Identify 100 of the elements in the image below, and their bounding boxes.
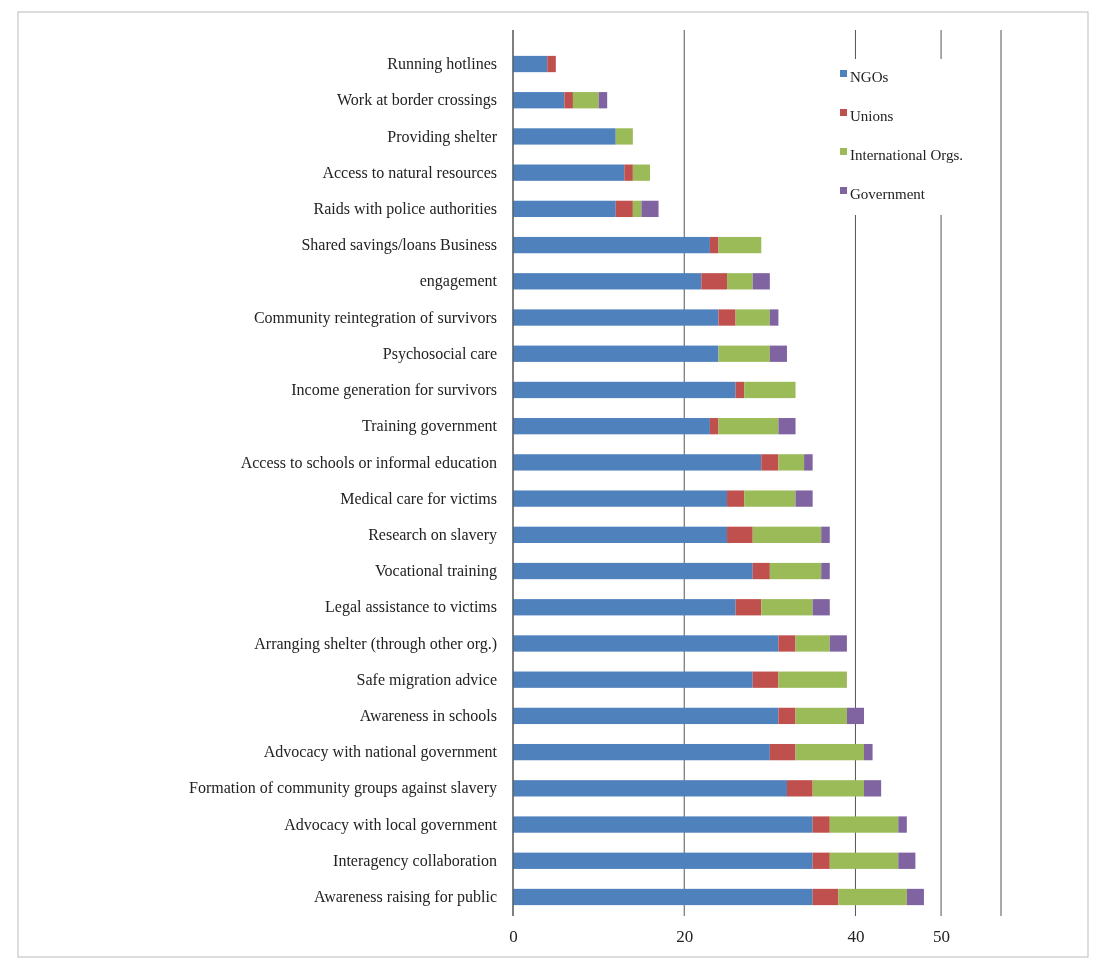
y-tick-label: Income generation for survivors [291,381,497,400]
bar [615,128,633,145]
bar [718,236,762,254]
bar [752,526,822,543]
bar [752,273,770,290]
bar [513,55,548,73]
bar [513,92,565,109]
bar [709,236,719,254]
bar [598,92,608,109]
bar [829,635,847,652]
bar [735,309,770,326]
bar [727,273,753,290]
bar [778,454,805,471]
bar [821,562,830,580]
y-tick-label: Access to schools or informal education [240,453,497,471]
bar [735,381,745,399]
bar [864,743,873,761]
y-tick-label: Providing shelter [387,127,498,146]
bar [513,888,813,906]
bar [632,164,650,181]
y-tick-label: Access to natural resources [322,163,497,181]
x-tick-label: 40 [847,927,865,947]
y-tick-label: Community reintegration of survivors [253,308,497,327]
y-tick-label: Raids with police authorities [313,200,497,218]
y-tick-label: Advocacy with national government [263,743,498,762]
bar [838,888,907,906]
legend-label: Unions [850,108,894,125]
y-tick-label: Awareness raising for public [314,888,497,907]
bar [513,381,736,399]
bar [624,164,633,181]
bar [778,635,796,652]
bar [709,418,719,435]
bar [513,128,616,145]
bar [513,490,728,507]
bar [778,671,847,688]
bar [513,743,770,761]
bar [513,671,753,688]
bar [513,816,813,833]
bar [547,55,556,73]
bar [769,743,796,761]
y-tick-label: engagement [419,272,498,291]
legend-label: Government [850,186,926,203]
bar [718,309,736,326]
bar [744,381,796,399]
y-tick-label: Awareness in schools [359,707,497,725]
bar [513,418,710,435]
bar [795,490,813,507]
y-tick-label: Training government [362,417,498,436]
bar [513,309,719,326]
y-tick-label: Legal assistance to victims [325,598,497,617]
bar [513,780,787,797]
bar [632,200,642,218]
y-tick-label: Shared savings/loans Business [301,236,497,255]
y-tick-label: Vocational training [375,562,497,581]
y-tick-label: Formation of community groups against slavery [189,779,497,798]
bar [898,816,907,833]
y-tick-label: Arranging shelter (through other org.) [254,634,497,653]
x-tick-label: 50 [933,927,951,947]
bar [898,852,916,869]
bar [718,418,779,435]
bar [718,345,770,362]
bar [513,345,719,362]
legend-label: International Orgs. [850,147,964,164]
bar [769,562,822,580]
bar [795,743,865,761]
bar [864,780,882,797]
bar [769,309,779,326]
y-tick-label: Running hotlines [387,55,497,74]
bar [752,562,770,580]
y-tick-label: Interagency collaboration [333,851,497,870]
y-tick-label: Research on slavery [368,525,497,544]
bar [752,671,779,688]
bar [513,635,779,652]
bar [761,454,779,471]
y-tick-label: Medical care for victims [340,489,497,507]
bar [513,562,753,580]
bar [812,888,839,906]
bar [769,345,787,362]
bar [846,707,865,725]
bar [513,200,616,218]
bar [778,418,796,435]
bar [513,164,625,181]
bar [735,599,762,616]
bar [795,635,830,652]
bar [513,236,710,254]
bar [906,888,924,906]
bar [513,526,728,543]
bar [761,599,813,616]
bar [513,273,702,290]
bar [812,599,830,616]
bar [812,816,830,833]
bar [727,490,745,507]
x-tick-label: 20 [676,927,694,947]
bar [786,780,813,797]
bar [778,707,796,725]
bar [812,852,830,869]
bar [615,200,633,218]
bar [829,852,899,869]
bar [829,816,899,833]
bar [701,273,728,290]
